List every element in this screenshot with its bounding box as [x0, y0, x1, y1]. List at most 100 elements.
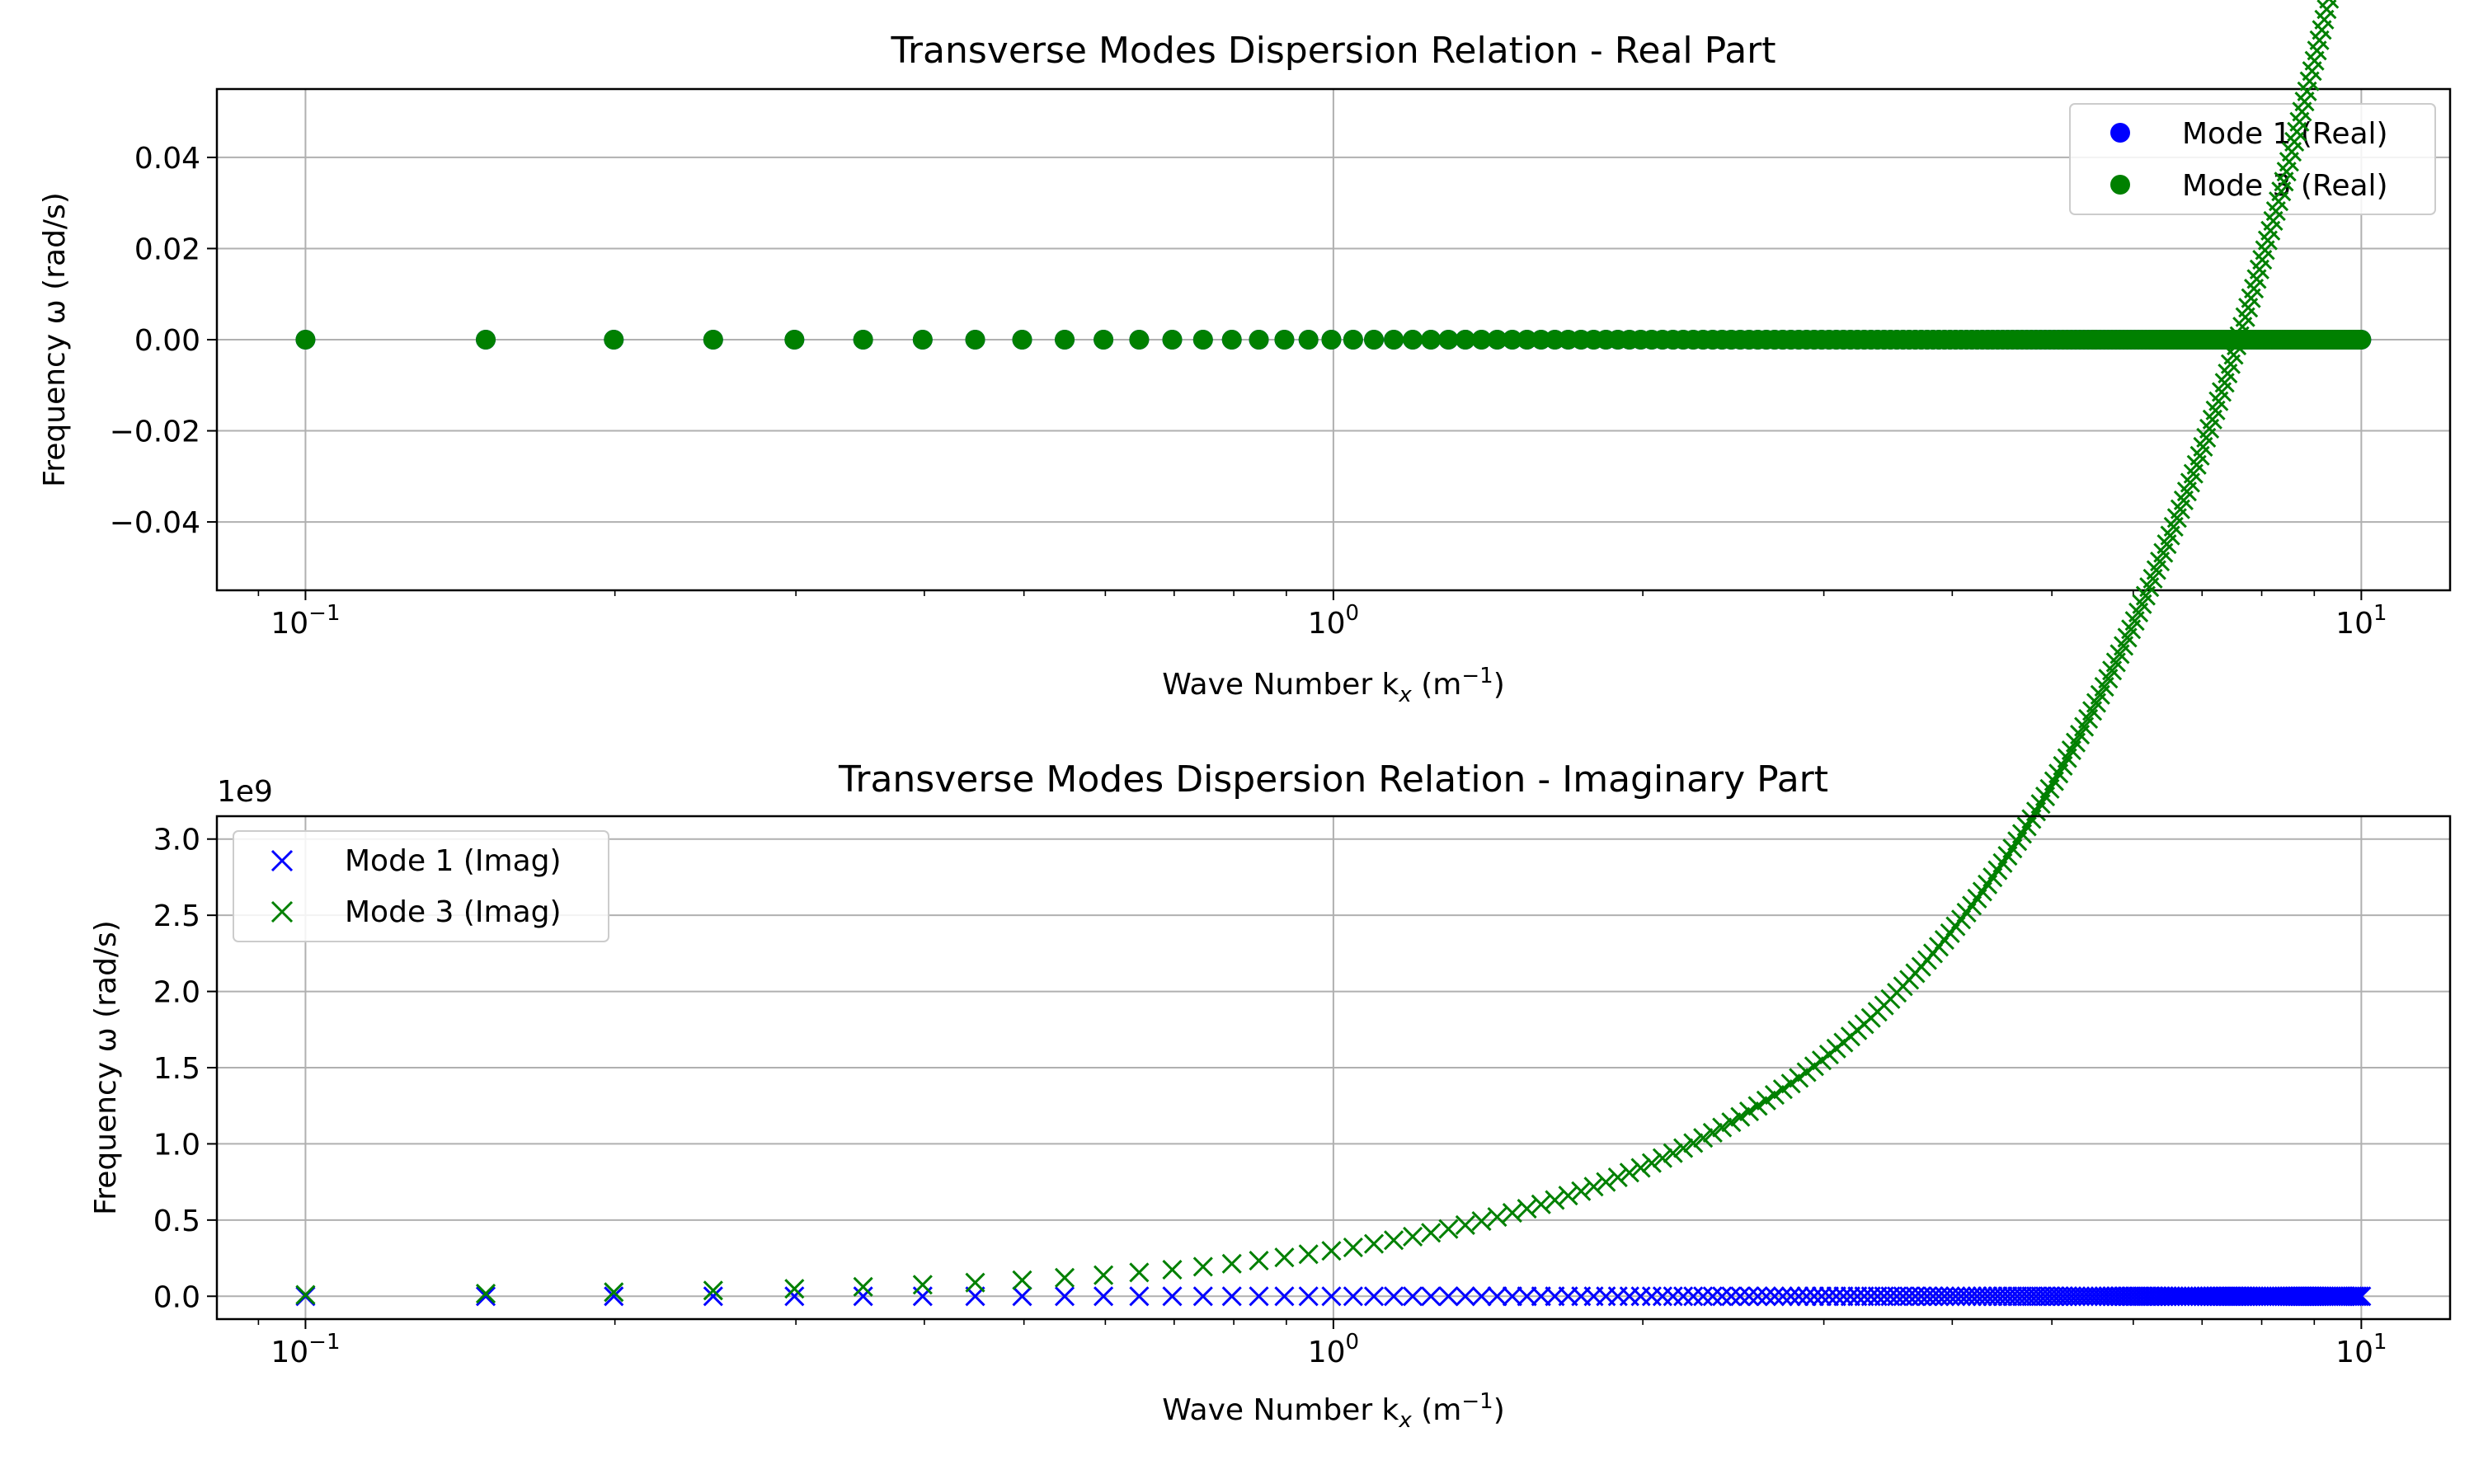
y-tick-label: 1.0: [153, 1128, 200, 1162]
data-point: [475, 1283, 496, 1304]
data-point: [1683, 1286, 1704, 1307]
x-tick-label: 100: [1308, 1330, 1359, 1369]
data-point: [1502, 1203, 1522, 1223]
data-point: [1982, 1286, 2003, 1307]
data-point: [1192, 1286, 1213, 1307]
data-point: [1343, 330, 1363, 350]
data-point: [1641, 1153, 1662, 1173]
data-point: [1054, 1286, 1075, 1307]
data-point: [912, 1275, 933, 1295]
data-point: [1298, 1244, 1319, 1265]
data-point: [1249, 330, 1269, 350]
y-tick-label: 2.0: [153, 976, 200, 1010]
data-point: [604, 1282, 624, 1303]
data-point: [1249, 1286, 1269, 1307]
data-point: [1363, 1233, 1385, 1254]
data-point: [1012, 330, 1032, 350]
data-point: [1818, 1286, 1839, 1307]
data-point: [1162, 1286, 1183, 1307]
data-point: [2007, 1286, 2028, 1307]
legend-marker-mode1-real: [2110, 123, 2130, 143]
data-point: [1129, 1262, 1150, 1283]
data-point: [1455, 330, 1475, 350]
data-point: [1054, 1267, 1075, 1288]
real-y-axis-label: Frequency ω (rad/s): [38, 192, 72, 487]
data-point: [1517, 330, 1537, 350]
imag-points: [295, 0, 2372, 1307]
data-point: [1673, 1138, 1694, 1158]
data-point: [1804, 1286, 1824, 1307]
imag-chart-title: Transverse Modes Dispersion Relation - I…: [838, 758, 1828, 801]
data-point: [1702, 1122, 1723, 1144]
data-point: [1826, 1286, 1846, 1307]
data-point: [1487, 1286, 1507, 1307]
data-point: [1738, 1101, 1760, 1122]
data-point: [2346, 1286, 2368, 1307]
legend-marker-mode3-imag: [270, 900, 294, 923]
data-point: [1721, 1286, 1742, 1307]
data-point: [1055, 330, 1075, 350]
data-point: [1789, 1286, 1809, 1307]
data-point: [965, 330, 985, 350]
data-point: [1471, 330, 1492, 350]
data-point: [1673, 1286, 1694, 1307]
data-point: [476, 330, 496, 350]
data-point: [2351, 1286, 2372, 1307]
y-tick-label: −0.04: [110, 506, 200, 540]
data-point: [1274, 330, 1295, 350]
imag-axes: 10−1 100 101 3.0 2.5 2.0 1.5 1.0 0.5 0.0: [153, 824, 2387, 1369]
data-point: [1094, 330, 1114, 350]
data-point: [1162, 1259, 1183, 1280]
data-point: [1471, 1286, 1492, 1307]
data-point: [475, 1286, 496, 1307]
y-tick-label: 2.5: [153, 899, 200, 933]
data-point: [1321, 330, 1342, 350]
data-point: [853, 1286, 873, 1307]
data-point: [604, 1286, 624, 1307]
data-point: [1517, 1198, 1537, 1219]
x-tick-label: 10−1: [270, 1330, 340, 1369]
data-point: [703, 1286, 723, 1307]
data-point: [1756, 1090, 1776, 1111]
imag-y-axis-label: Frequency ω (rad/s): [89, 920, 123, 1215]
data-point: [784, 1279, 805, 1299]
data-point: [784, 1286, 805, 1307]
data-point: [1274, 1247, 1295, 1268]
data-point: [1992, 1286, 2013, 1307]
data-point: [1712, 1286, 1733, 1307]
real-part-panel: Transverse Modes Dispersion Relation - R…: [38, 30, 2452, 707]
data-point: [1321, 1286, 1342, 1307]
data-point: [1192, 1256, 1213, 1277]
data-point: [703, 1280, 723, 1301]
data-point: [1531, 1194, 1551, 1214]
data-point: [1421, 1286, 1442, 1307]
data-point: [1438, 1286, 1459, 1307]
data-point: [2351, 330, 2372, 350]
data-point: [2011, 1286, 2033, 1307]
imag-y-offset-label: 1e9: [217, 775, 273, 809]
imag-legend-box: [233, 830, 609, 942]
data-point: [1517, 1286, 1537, 1307]
data-point: [1384, 330, 1404, 350]
y-tick-label: 1.5: [153, 1052, 200, 1086]
data-point: [1383, 1230, 1404, 1251]
data-point: [1129, 1286, 1150, 1307]
data-point: [2016, 1286, 2037, 1307]
data-point: [1162, 330, 1183, 350]
data-point: [1756, 1286, 1776, 1307]
data-point: [1438, 330, 1459, 350]
data-point: [1583, 1176, 1604, 1197]
x-tick-label: 100: [1308, 601, 1359, 641]
data-point: [1721, 1112, 1742, 1133]
data-point: [1972, 1286, 1992, 1307]
data-point: [604, 330, 624, 350]
data-point: [1702, 1286, 1723, 1307]
data-point: [1780, 1286, 1801, 1307]
data-point: [1693, 1128, 1714, 1148]
real-chart-title: Transverse Modes Dispersion Relation - R…: [891, 30, 1776, 72]
data-point: [1094, 1286, 1114, 1307]
data-point: [1663, 1143, 1683, 1163]
data-point: [1747, 1286, 1768, 1307]
data-point: [1596, 1172, 1616, 1192]
